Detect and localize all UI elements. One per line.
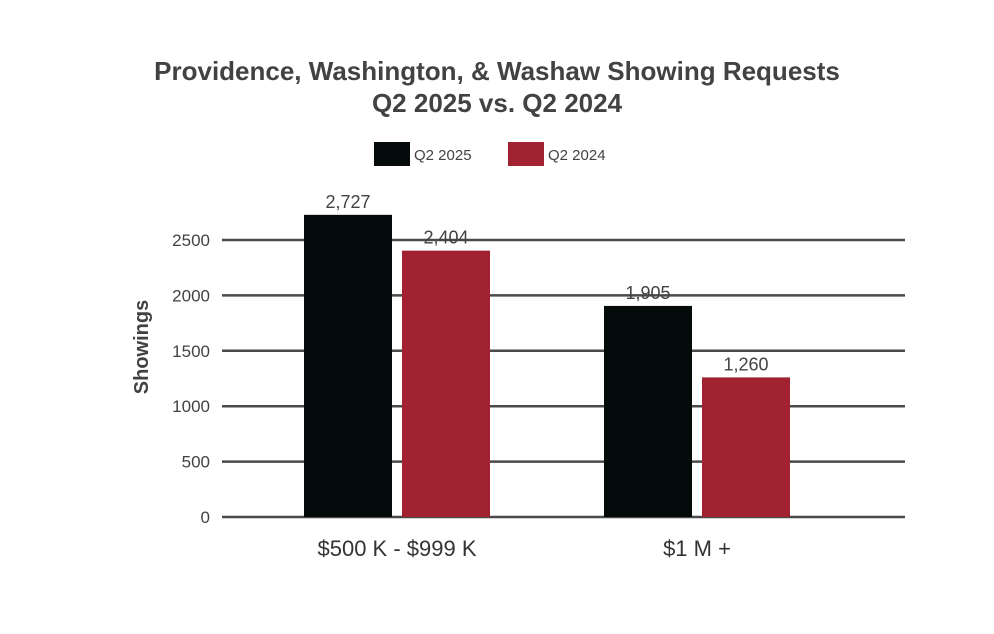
x-axis-categories: $500 K - $999 K $1 M + bbox=[317, 536, 730, 561]
legend-swatch-q2-2025 bbox=[374, 142, 410, 166]
bar-q2-2025-0 bbox=[304, 214, 392, 518]
category-label: $1 M + bbox=[663, 536, 731, 561]
bar-q2-2024-0 bbox=[402, 250, 490, 518]
legend: Q2 2025 Q2 2024 bbox=[374, 142, 606, 166]
bar-q2-2025-1 bbox=[604, 305, 692, 517]
y-tick-label: 0 bbox=[201, 508, 210, 527]
y-tick-label: 2000 bbox=[172, 286, 210, 305]
legend-label-q2-2024: Q2 2024 bbox=[548, 147, 606, 164]
bars bbox=[304, 214, 790, 518]
y-axis-label: Showings bbox=[131, 300, 153, 394]
bar-q2-2024-1 bbox=[702, 377, 790, 517]
y-tick-label: 1500 bbox=[172, 342, 210, 361]
y-axis-ticks: 0 500 1000 1500 2000 2500 bbox=[172, 231, 210, 527]
chart-title: Providence, Washington, & Washaw Showing… bbox=[154, 56, 840, 118]
legend-swatch-q2-2024 bbox=[508, 142, 544, 166]
chart-title-line-1: Providence, Washington, & Washaw Showing… bbox=[154, 56, 840, 86]
chart-title-line-2: Q2 2025 vs. Q2 2024 bbox=[372, 88, 623, 118]
bar-value-label: 1,905 bbox=[625, 283, 670, 303]
y-tick-label: 1000 bbox=[172, 397, 210, 416]
bar-value-label: 2,404 bbox=[423, 228, 468, 248]
y-tick-label: 500 bbox=[182, 453, 210, 472]
bar-value-label: 1,260 bbox=[723, 354, 768, 374]
y-tick-label: 2500 bbox=[172, 231, 210, 250]
bar-value-label: 2,727 bbox=[325, 192, 370, 212]
data-labels: 2,727 2,404 1,905 1,260 bbox=[325, 192, 768, 375]
legend-label-q2-2025: Q2 2025 bbox=[414, 147, 472, 164]
category-label: $500 K - $999 K bbox=[317, 536, 476, 561]
